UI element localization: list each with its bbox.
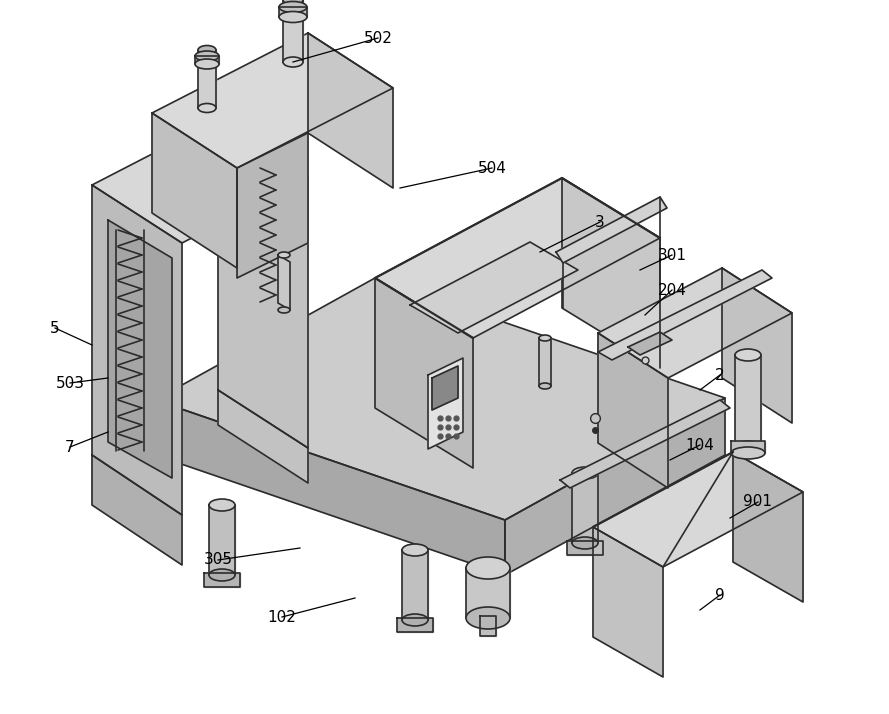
Ellipse shape [279, 11, 307, 23]
Text: 3: 3 [595, 214, 605, 229]
Polygon shape [598, 270, 772, 360]
Ellipse shape [209, 499, 235, 511]
Text: 901: 901 [743, 495, 773, 510]
Polygon shape [278, 255, 290, 310]
Polygon shape [432, 366, 458, 410]
Polygon shape [375, 178, 660, 338]
Polygon shape [593, 527, 663, 677]
Polygon shape [279, 7, 307, 17]
Polygon shape [92, 185, 182, 515]
Text: 502: 502 [364, 31, 392, 46]
Polygon shape [556, 197, 667, 263]
Polygon shape [283, 0, 303, 62]
Ellipse shape [731, 447, 765, 459]
Ellipse shape [198, 46, 216, 54]
Ellipse shape [278, 252, 290, 258]
Polygon shape [560, 400, 730, 488]
Polygon shape [155, 400, 505, 575]
Ellipse shape [735, 349, 761, 361]
Text: 504: 504 [477, 161, 507, 176]
Polygon shape [209, 505, 235, 575]
Polygon shape [218, 120, 308, 448]
Polygon shape [598, 333, 668, 488]
Text: 104: 104 [685, 438, 715, 453]
Polygon shape [218, 390, 308, 483]
Ellipse shape [572, 537, 598, 549]
Polygon shape [628, 332, 672, 355]
Polygon shape [198, 50, 216, 108]
Polygon shape [505, 398, 725, 575]
Ellipse shape [209, 569, 235, 581]
Polygon shape [195, 56, 219, 64]
Polygon shape [722, 268, 792, 423]
Ellipse shape [195, 59, 219, 69]
Ellipse shape [283, 57, 303, 67]
Polygon shape [108, 220, 172, 478]
Ellipse shape [195, 51, 219, 61]
Polygon shape [480, 616, 496, 636]
Text: 305: 305 [204, 553, 233, 568]
Ellipse shape [278, 307, 290, 313]
Polygon shape [562, 178, 660, 368]
Polygon shape [428, 358, 463, 449]
Ellipse shape [283, 0, 303, 5]
Polygon shape [375, 278, 473, 468]
Polygon shape [204, 573, 240, 587]
Polygon shape [733, 452, 803, 602]
Ellipse shape [539, 383, 551, 389]
Polygon shape [593, 452, 803, 567]
Ellipse shape [466, 607, 510, 629]
Text: 9: 9 [715, 588, 725, 603]
Polygon shape [397, 618, 433, 632]
Polygon shape [598, 268, 792, 378]
Polygon shape [92, 455, 182, 565]
Ellipse shape [402, 544, 428, 556]
Ellipse shape [466, 557, 510, 579]
Text: 301: 301 [658, 248, 686, 263]
Text: 2: 2 [715, 368, 725, 383]
Text: 204: 204 [658, 283, 686, 298]
Polygon shape [308, 33, 393, 188]
Polygon shape [539, 338, 551, 386]
Polygon shape [152, 33, 393, 168]
Polygon shape [402, 550, 428, 620]
Polygon shape [572, 473, 598, 543]
Polygon shape [237, 133, 308, 278]
Polygon shape [735, 355, 761, 447]
Ellipse shape [402, 614, 428, 626]
Text: 503: 503 [55, 376, 84, 391]
Polygon shape [466, 568, 510, 618]
Polygon shape [731, 441, 765, 453]
Polygon shape [410, 242, 578, 333]
Text: 7: 7 [65, 440, 75, 455]
Polygon shape [92, 120, 308, 243]
Ellipse shape [198, 104, 216, 113]
Ellipse shape [539, 335, 551, 341]
Polygon shape [567, 541, 603, 555]
Polygon shape [155, 278, 725, 520]
Polygon shape [152, 113, 237, 268]
Text: 5: 5 [50, 321, 60, 336]
Ellipse shape [735, 441, 761, 453]
Ellipse shape [279, 1, 307, 13]
Text: 102: 102 [268, 610, 296, 625]
Ellipse shape [572, 467, 598, 479]
